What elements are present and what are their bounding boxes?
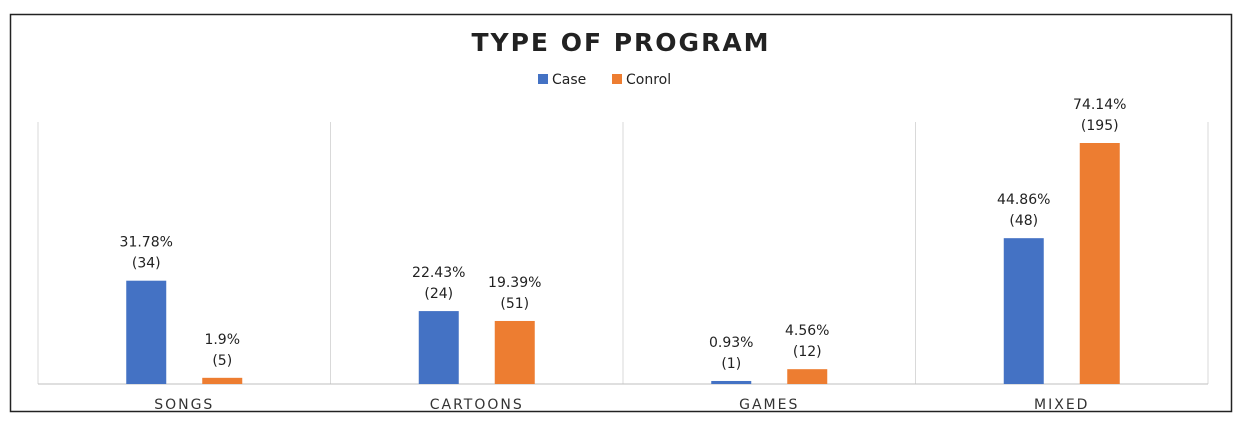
data-label: 4.56% (785, 323, 829, 339)
data-label: (48) (1009, 213, 1038, 229)
data-label: 31.78% (120, 235, 173, 251)
bar (1079, 143, 1120, 384)
data-label: (5) (212, 353, 232, 369)
legend-swatch (612, 74, 622, 84)
bar (126, 280, 167, 384)
data-label: (12) (793, 344, 822, 360)
bar (202, 377, 243, 384)
bar (1003, 238, 1044, 384)
bar (787, 369, 828, 384)
data-label: (1) (721, 356, 741, 372)
data-label: (24) (424, 286, 453, 302)
chart-title: TYPE OF PROGRAM (471, 28, 770, 57)
x-tick-label: GAMES (739, 397, 799, 413)
legend-swatch (538, 74, 548, 84)
data-label: (34) (132, 256, 161, 272)
data-label: 0.93% (709, 335, 753, 351)
bar (711, 380, 752, 384)
legend-label: Conrol (626, 72, 671, 88)
data-label: 22.43% (412, 265, 465, 281)
data-label: 74.14% (1073, 97, 1126, 113)
x-tick-label: CARTOONS (430, 397, 524, 413)
x-tick-label: MIXED (1034, 397, 1089, 413)
data-label: 19.39% (488, 275, 541, 291)
data-label: (51) (500, 296, 529, 312)
legend-label: Case (552, 72, 586, 88)
data-label: (195) (1081, 118, 1119, 134)
x-tick-label: SONGS (154, 397, 214, 413)
data-label: 1.9% (204, 332, 240, 348)
bar (418, 311, 459, 384)
bar (494, 320, 535, 384)
data-label: 44.86% (997, 192, 1050, 208)
